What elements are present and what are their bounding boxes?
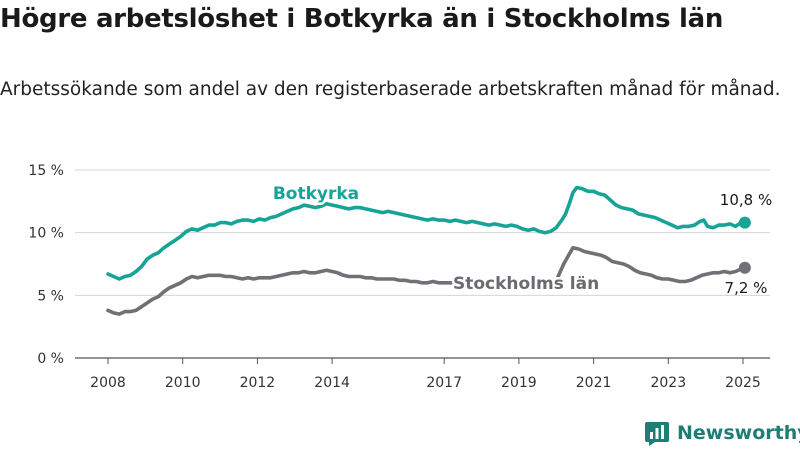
x-tick-label: 2012 [240, 375, 276, 391]
series-line-stockholms-lan [556, 245, 747, 284]
x-tick-label: 2023 [650, 375, 686, 391]
end-point-marker [738, 261, 751, 274]
x-tick-label: 2014 [314, 375, 350, 391]
x-tick-label: 2021 [576, 375, 612, 391]
end-label-stockholms-lan: 7,2 % [725, 279, 768, 297]
bar-chart-logo-icon [645, 422, 669, 446]
series-name-stockholms-lan: Stockholms län [453, 274, 599, 294]
end-point-marker [738, 216, 751, 229]
series-name-halo: Botkyrka [273, 184, 359, 204]
x-tick-label: 2019 [501, 375, 537, 391]
series-line-botkyrka [106, 185, 747, 281]
x-tick-label: 2025 [725, 375, 761, 391]
series-line-stockholms-lan [106, 268, 456, 316]
x-tick-label: 2017 [426, 375, 462, 391]
x-axis: 2008 2010 2012 2014 2017 2019 2021 2023 2025 [90, 358, 761, 391]
x-tick-label: 2008 [90, 375, 126, 391]
series-name-botkyrka: Botkyrka [273, 184, 359, 204]
chart-subtitle: Arbetssökande som andel av den registerb… [0, 79, 781, 100]
end-label-botkyrka: 10,8 % [720, 191, 772, 209]
y-tick-label: 15 % [28, 163, 64, 179]
chart-grid: 0 % 5 % 10 % 15 % [28, 163, 770, 367]
y-tick-label: 5 % [37, 288, 64, 304]
brand-name: Newsworthy [677, 422, 800, 444]
x-tick-label: 2010 [165, 375, 201, 391]
y-tick-label: 0 % [37, 351, 64, 367]
chart-title: Högre arbetslöshet i Botkyrka än i Stock… [0, 4, 724, 34]
series-name-halo: Stockholms län [453, 274, 599, 294]
chart-series [106, 185, 751, 316]
newsworthy-logo: Newsworthy [645, 418, 800, 448]
y-tick-label: 10 % [28, 226, 64, 242]
